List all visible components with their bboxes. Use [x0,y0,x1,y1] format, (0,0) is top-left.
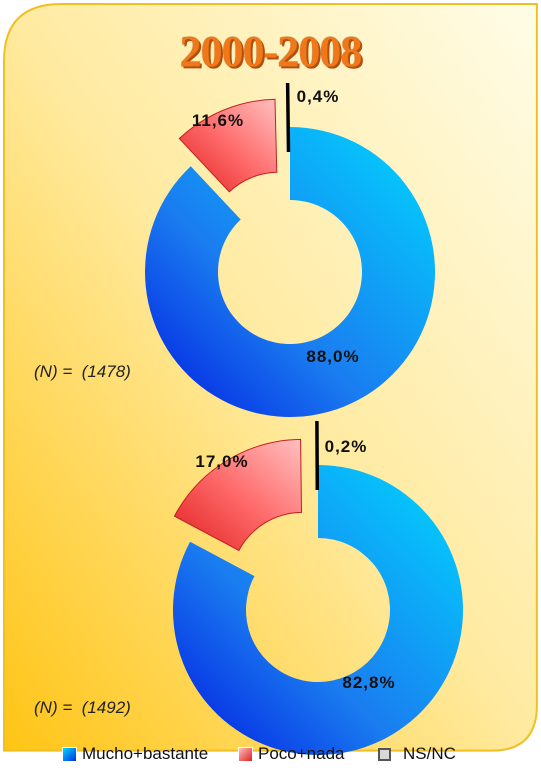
donut2-label-nsnc: 0,2% [325,437,368,456]
donut2-label-poco: 17,0% [195,452,248,471]
legend-label-nsnc: NS/NC [403,744,456,763]
donut1-slice-nsnc [285,82,291,153]
donut2-slice-poco [173,438,303,552]
donut2-label-mucho: 82,8% [342,673,395,692]
donut1-label-mucho: 88,0% [306,347,359,366]
legend-label-poco: Poco+nada [258,744,345,763]
sample-size-label-1: (N) = (1478) [34,362,131,381]
donut1-label-poco: 11,6% [192,111,244,130]
legend-swatch-mucho [62,746,77,762]
legend-item-mucho: Mucho+bastante [62,744,208,764]
legend-item-nsnc: NS/NC [378,744,456,764]
legend-label-mucho: Mucho+bastante [82,744,209,763]
legend-swatch-nsnc [378,747,391,761]
legend: Mucho+bastante Poco+nada NS/NC [0,738,541,768]
donut1-label-nsnc: 0,4% [297,87,340,106]
donut1-slice-poco [178,98,278,193]
chart-title: 2000-2008 [179,27,363,76]
legend-swatch-poco [238,746,253,762]
legend-item-poco: Poco+nada [238,744,345,764]
donut2-slice-mucho [172,465,463,756]
donut1-slice-mucho [144,127,435,417]
sample-size-label-2: (N) = (1492) [34,698,131,717]
